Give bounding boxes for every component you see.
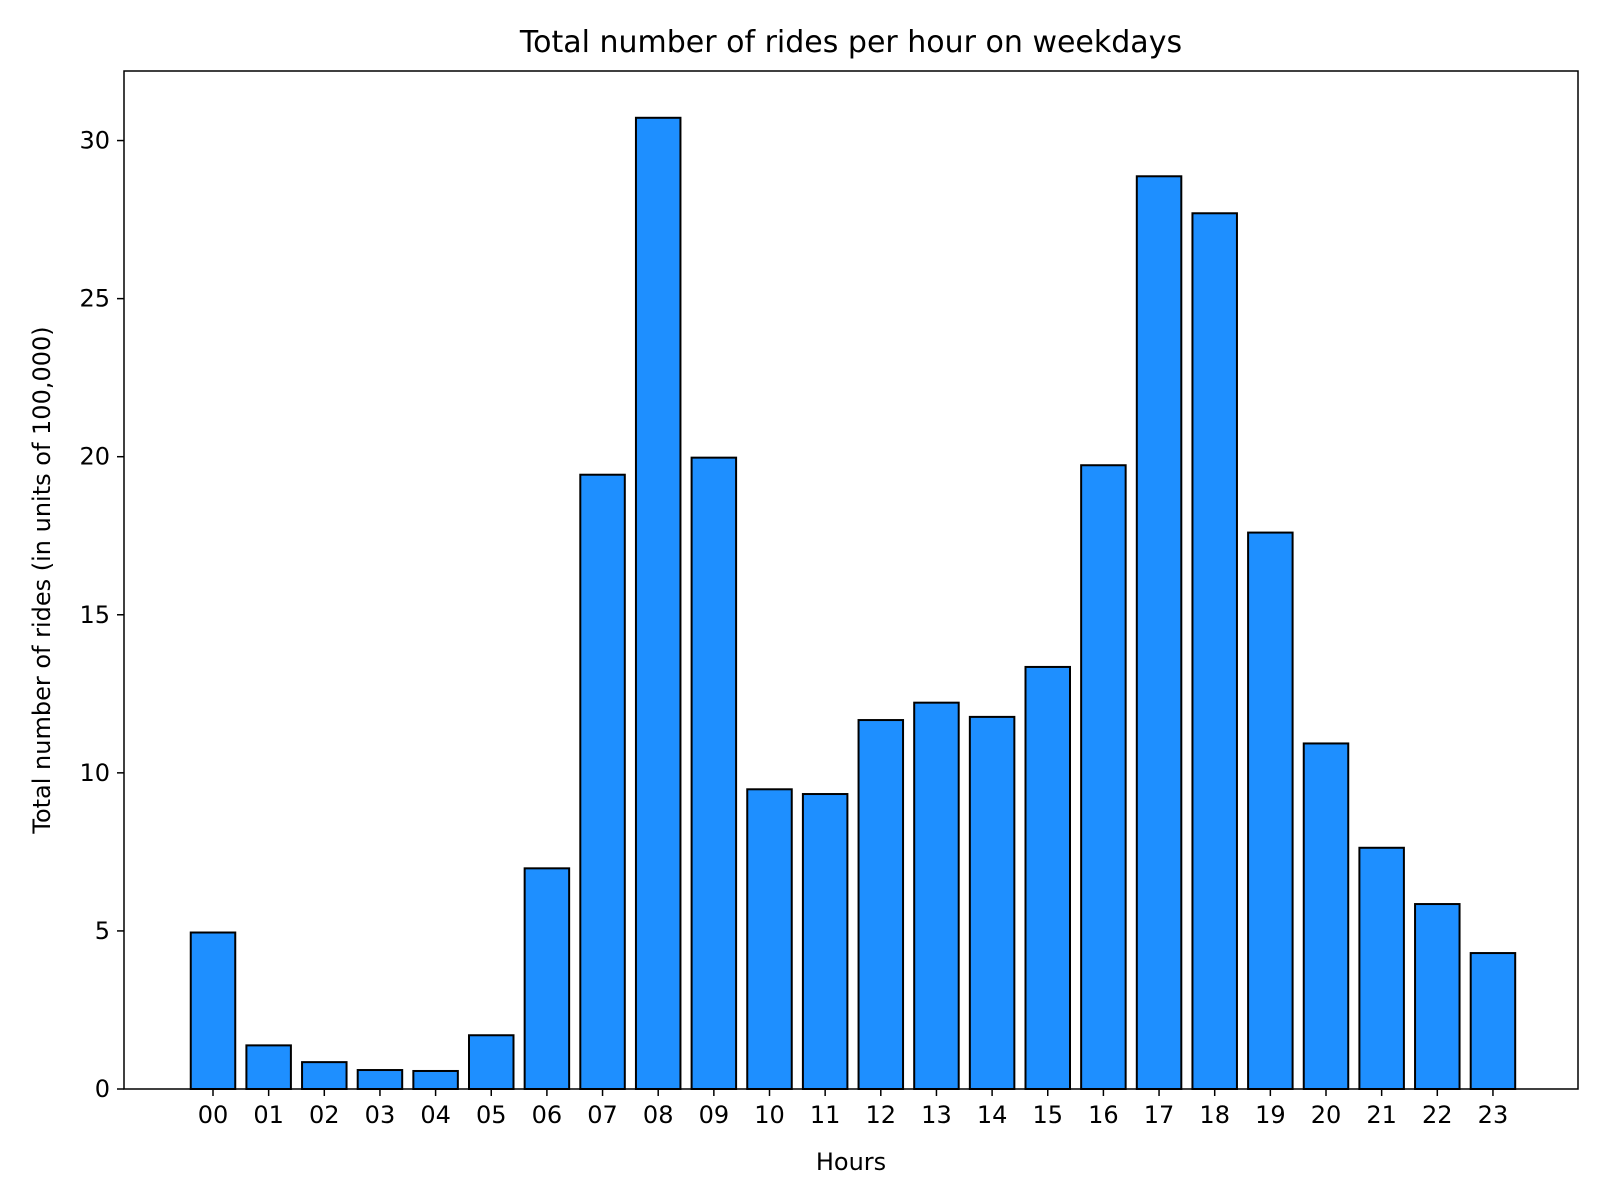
bar-15 [1024, 665, 1071, 1090]
y-tick-label-30: 30 [79, 127, 110, 155]
bar-17 [1135, 175, 1183, 1090]
y-axis-label: Total number of rides (in units of 100,0… [28, 326, 56, 834]
bars-layer [189, 116, 1517, 1091]
x-axis-label: Hours [816, 1148, 886, 1176]
x-tick-label-06: 06 [532, 1101, 563, 1129]
y-tick-label-15: 15 [79, 601, 110, 629]
x-tick-label-02: 02 [309, 1101, 340, 1129]
bar-04 [412, 1069, 459, 1090]
y-tick-label-20: 20 [79, 443, 110, 471]
x-tick-label-20: 20 [1311, 1101, 1342, 1129]
y-tick-label-5: 5 [95, 917, 110, 945]
bar-19 [1247, 531, 1294, 1090]
x-tick-label-04: 04 [420, 1101, 451, 1129]
bar-14 [968, 715, 1016, 1090]
x-tick-label-05: 05 [476, 1101, 507, 1129]
x-tick-label-23: 23 [1478, 1101, 1509, 1129]
y-tick-label-0: 0 [95, 1075, 110, 1103]
x-tick-label-16: 16 [1088, 1101, 1119, 1129]
x-tick-label-03: 03 [365, 1101, 396, 1129]
bar-05 [468, 1034, 515, 1090]
bar-08 [634, 116, 682, 1091]
x-tick-label-12: 12 [866, 1101, 897, 1129]
plot-frame [123, 70, 1579, 1090]
x-tick-label-14: 14 [977, 1101, 1008, 1129]
bar-13 [913, 701, 960, 1090]
y-axis-ticks: 0 5 10 15 20 25 30 [79, 127, 124, 1103]
bar-16 [1080, 464, 1127, 1090]
bar-11 [801, 793, 849, 1091]
chart-title: Total number of rides per hour on weekda… [519, 25, 1182, 60]
x-tick-label-15: 15 [1032, 1101, 1063, 1129]
x-tick-label-19: 19 [1255, 1101, 1286, 1129]
bar-00 [189, 931, 237, 1091]
x-tick-label-07: 07 [587, 1101, 618, 1129]
bar-01 [245, 1044, 292, 1090]
bar-21 [1358, 846, 1405, 1091]
bar-22 [1414, 903, 1461, 1090]
x-tick-label-09: 09 [699, 1101, 730, 1129]
x-tick-label-17: 17 [1144, 1101, 1175, 1129]
bar-06 [523, 867, 571, 1091]
bar-12 [857, 719, 905, 1090]
x-tick-label-10: 10 [754, 1101, 785, 1129]
x-tick-label-01: 01 [253, 1101, 284, 1129]
y-tick-label-25: 25 [79, 285, 110, 313]
bar-10 [746, 788, 793, 1090]
bar-23 [1469, 952, 1517, 1090]
x-tick-label-22: 22 [1422, 1101, 1453, 1129]
bar-18 [1191, 212, 1238, 1090]
x-tick-label-18: 18 [1199, 1101, 1230, 1129]
bar-20 [1302, 742, 1350, 1090]
bar-09 [690, 456, 738, 1090]
bar-03 [356, 1069, 404, 1091]
bar-02 [301, 1061, 348, 1091]
x-tick-label-11: 11 [810, 1101, 841, 1129]
bar-07 [579, 473, 626, 1091]
x-tick-label-08: 08 [643, 1101, 674, 1129]
x-tick-label-21: 21 [1366, 1101, 1397, 1129]
y-tick-label-10: 10 [79, 759, 110, 787]
x-axis-ticks: 00 01 02 03 04 05 06 07 08 09 10 11 12 13 14 15 16 17 18 19… [198, 1089, 1508, 1129]
x-tick-label-00: 00 [198, 1101, 229, 1129]
x-tick-label-13: 13 [921, 1101, 952, 1129]
